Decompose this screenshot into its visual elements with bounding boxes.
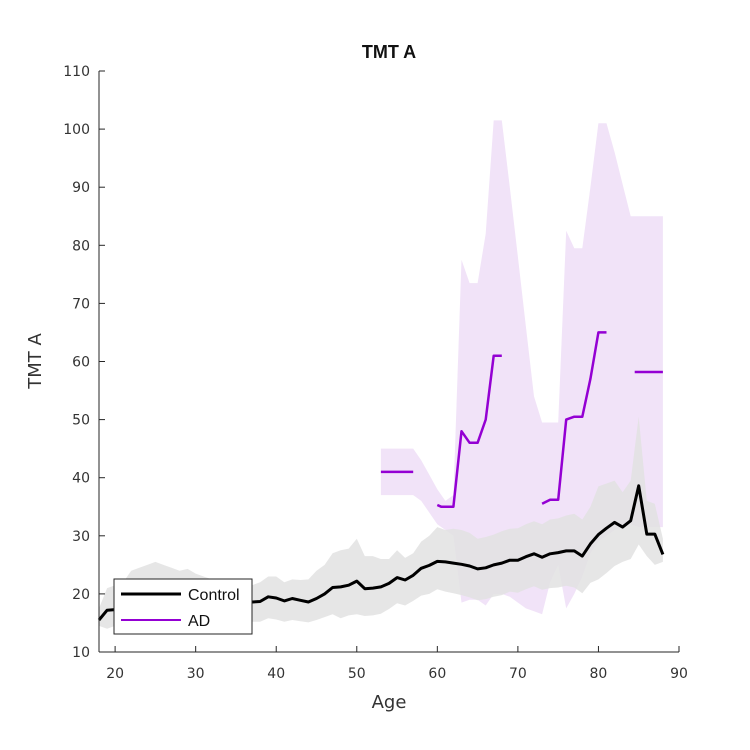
legend-box [113, 578, 253, 635]
control-confidence-band [99, 416, 663, 629]
y-tick-label: 10 [72, 645, 90, 661]
legend-label-ad: AD [188, 613, 210, 630]
legend: Control AD [113, 578, 253, 635]
tick-labels: 20 30 40 50 60 70 80 90 10 20 30 40 50 60 70 80 90 100 110 [63, 64, 688, 682]
chart-title: TMT A [362, 42, 416, 62]
x-axis-title: Age [372, 692, 407, 713]
y-axis-title: TMT A [25, 333, 46, 390]
ad-confidence-band [380, 120, 663, 615]
y-tick-label: 50 [72, 413, 90, 429]
y-tick-label: 30 [72, 529, 90, 545]
ad-mean-line-segment [436, 354, 502, 509]
y-tick-label: 90 [72, 180, 90, 196]
y-tick-label: 100 [63, 122, 90, 138]
y-tick-label: 70 [72, 296, 90, 312]
confidence-bands [99, 120, 663, 629]
y-tick-label: 40 [72, 471, 90, 487]
x-tick-label: 60 [428, 666, 446, 682]
y-tick-label: 80 [72, 238, 90, 254]
x-tick-label: 90 [670, 666, 688, 682]
legend-label-control: Control [188, 587, 240, 604]
x-tick-label: 40 [267, 666, 285, 682]
x-tick-label: 80 [590, 666, 608, 682]
ad-mean-line-segment [541, 331, 607, 505]
y-tick-label: 60 [72, 355, 90, 371]
x-tick-label: 30 [187, 666, 205, 682]
x-tick-label: 20 [106, 666, 124, 682]
x-tick-label: 50 [348, 666, 366, 682]
x-tick-label: 70 [509, 666, 527, 682]
y-tick-label: 20 [72, 587, 90, 603]
y-tick-label: 110 [63, 64, 90, 80]
